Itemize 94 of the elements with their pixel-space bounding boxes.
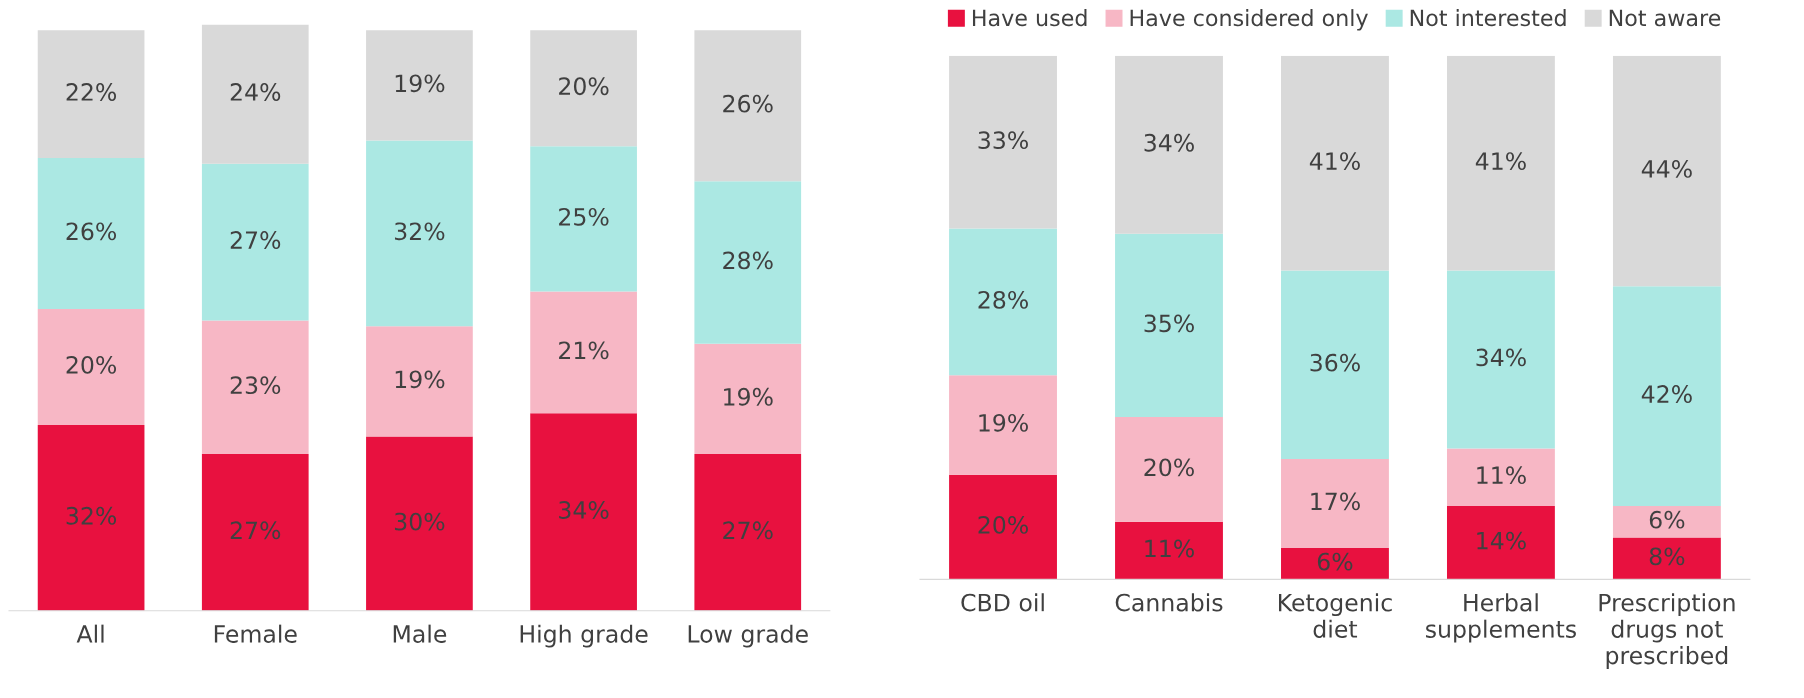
data-label: 32% bbox=[66, 506, 117, 525]
data-label: 23% bbox=[230, 376, 281, 395]
bar bbox=[201, 24, 309, 164]
bar bbox=[366, 326, 473, 437]
x-tick-label: Low grade bbox=[688, 624, 808, 648]
bar bbox=[1612, 55, 1721, 287]
bar bbox=[1446, 448, 1555, 507]
legend-label: Have used bbox=[972, 9, 1087, 27]
bar bbox=[366, 140, 473, 327]
data-label: 42% bbox=[1641, 385, 1692, 403]
bar bbox=[1281, 270, 1389, 459]
data-label: 44% bbox=[1641, 160, 1692, 178]
bar bbox=[694, 454, 802, 611]
bar bbox=[1446, 55, 1555, 271]
data-label: 26% bbox=[723, 94, 773, 113]
bar bbox=[366, 436, 473, 611]
data-label: 19% bbox=[395, 74, 445, 93]
bar bbox=[1446, 270, 1555, 449]
bar bbox=[1115, 521, 1223, 580]
data-label: 11% bbox=[1145, 539, 1194, 558]
data-label: 28% bbox=[978, 290, 1028, 309]
data-label: 32% bbox=[394, 222, 445, 241]
data-label: 20% bbox=[1144, 458, 1194, 477]
data-label: 41% bbox=[1309, 152, 1360, 171]
bar bbox=[530, 291, 637, 414]
data-label: 34% bbox=[559, 501, 609, 519]
bar bbox=[949, 474, 1057, 580]
x-tick-label: High grade bbox=[520, 624, 648, 648]
bar bbox=[949, 228, 1057, 376]
x-tick-label: CBD oil bbox=[961, 593, 1044, 612]
data-label: 41% bbox=[1475, 152, 1526, 171]
data-label: 19% bbox=[395, 370, 445, 389]
data-label: 19% bbox=[979, 413, 1028, 432]
data-label: 26% bbox=[66, 222, 117, 241]
data-label: 33% bbox=[978, 131, 1028, 150]
data-label: 27% bbox=[723, 521, 773, 540]
bar bbox=[949, 55, 1057, 229]
bar bbox=[1281, 547, 1389, 580]
bar bbox=[694, 30, 802, 182]
data-label: 30% bbox=[394, 512, 445, 531]
data-label: 8% bbox=[1649, 547, 1685, 566]
data-label: 27% bbox=[230, 521, 281, 540]
legend-label: Not interested bbox=[1410, 9, 1566, 27]
bar bbox=[37, 30, 145, 158]
bar bbox=[949, 375, 1057, 475]
data-label: 21% bbox=[559, 341, 609, 360]
data-label: 11% bbox=[1477, 466, 1526, 485]
data-label: 22% bbox=[66, 83, 117, 101]
bar bbox=[1612, 286, 1721, 507]
bar bbox=[201, 320, 309, 455]
legend-label: Not aware bbox=[1609, 9, 1721, 27]
data-label: 34% bbox=[1476, 348, 1526, 367]
data-label: 20% bbox=[978, 515, 1028, 534]
bar bbox=[694, 343, 802, 455]
bar bbox=[37, 157, 145, 309]
data-label: 34% bbox=[1144, 133, 1194, 152]
bar bbox=[37, 308, 145, 425]
bar bbox=[1281, 55, 1389, 271]
bar bbox=[201, 454, 309, 611]
data-label: 19% bbox=[724, 387, 773, 406]
x-tick-label: Female bbox=[214, 624, 297, 643]
bar bbox=[1115, 417, 1223, 522]
data-label: 17% bbox=[1311, 492, 1360, 511]
data-label: 6% bbox=[1649, 510, 1685, 529]
data-label: 20% bbox=[66, 355, 117, 374]
bar bbox=[530, 146, 637, 292]
bar bbox=[37, 424, 145, 611]
x-tick-label: Cannabis bbox=[1115, 593, 1223, 612]
bar bbox=[694, 181, 802, 344]
bar bbox=[530, 30, 637, 147]
x-tick-label: Herbal supplements bbox=[1426, 593, 1576, 643]
x-tick-label: Ketogenic diet bbox=[1279, 593, 1392, 638]
data-label: 14% bbox=[1477, 531, 1526, 550]
x-tick-label: Prescription drugs not prescribed bbox=[1599, 593, 1735, 669]
bar bbox=[1446, 506, 1555, 580]
data-label: 6% bbox=[1317, 552, 1353, 571]
bar bbox=[1115, 55, 1223, 234]
legend-label: Have considered only bbox=[1130, 9, 1368, 31]
bar bbox=[1115, 233, 1223, 418]
data-label: 28% bbox=[723, 251, 773, 270]
bar bbox=[1612, 506, 1721, 538]
data-label: 27% bbox=[230, 231, 281, 249]
x-tick-label: Male bbox=[393, 624, 447, 643]
data-label: 20% bbox=[559, 77, 609, 96]
bar bbox=[1281, 458, 1389, 548]
data-label: 25% bbox=[559, 207, 609, 226]
data-label: 36% bbox=[1310, 353, 1360, 372]
bar bbox=[201, 163, 309, 321]
bar bbox=[530, 413, 637, 611]
data-label: 24% bbox=[230, 83, 281, 101]
data-label: 35% bbox=[1144, 314, 1194, 333]
x-tick-label: All bbox=[76, 624, 104, 643]
bar bbox=[366, 30, 473, 141]
bar bbox=[1612, 537, 1721, 580]
